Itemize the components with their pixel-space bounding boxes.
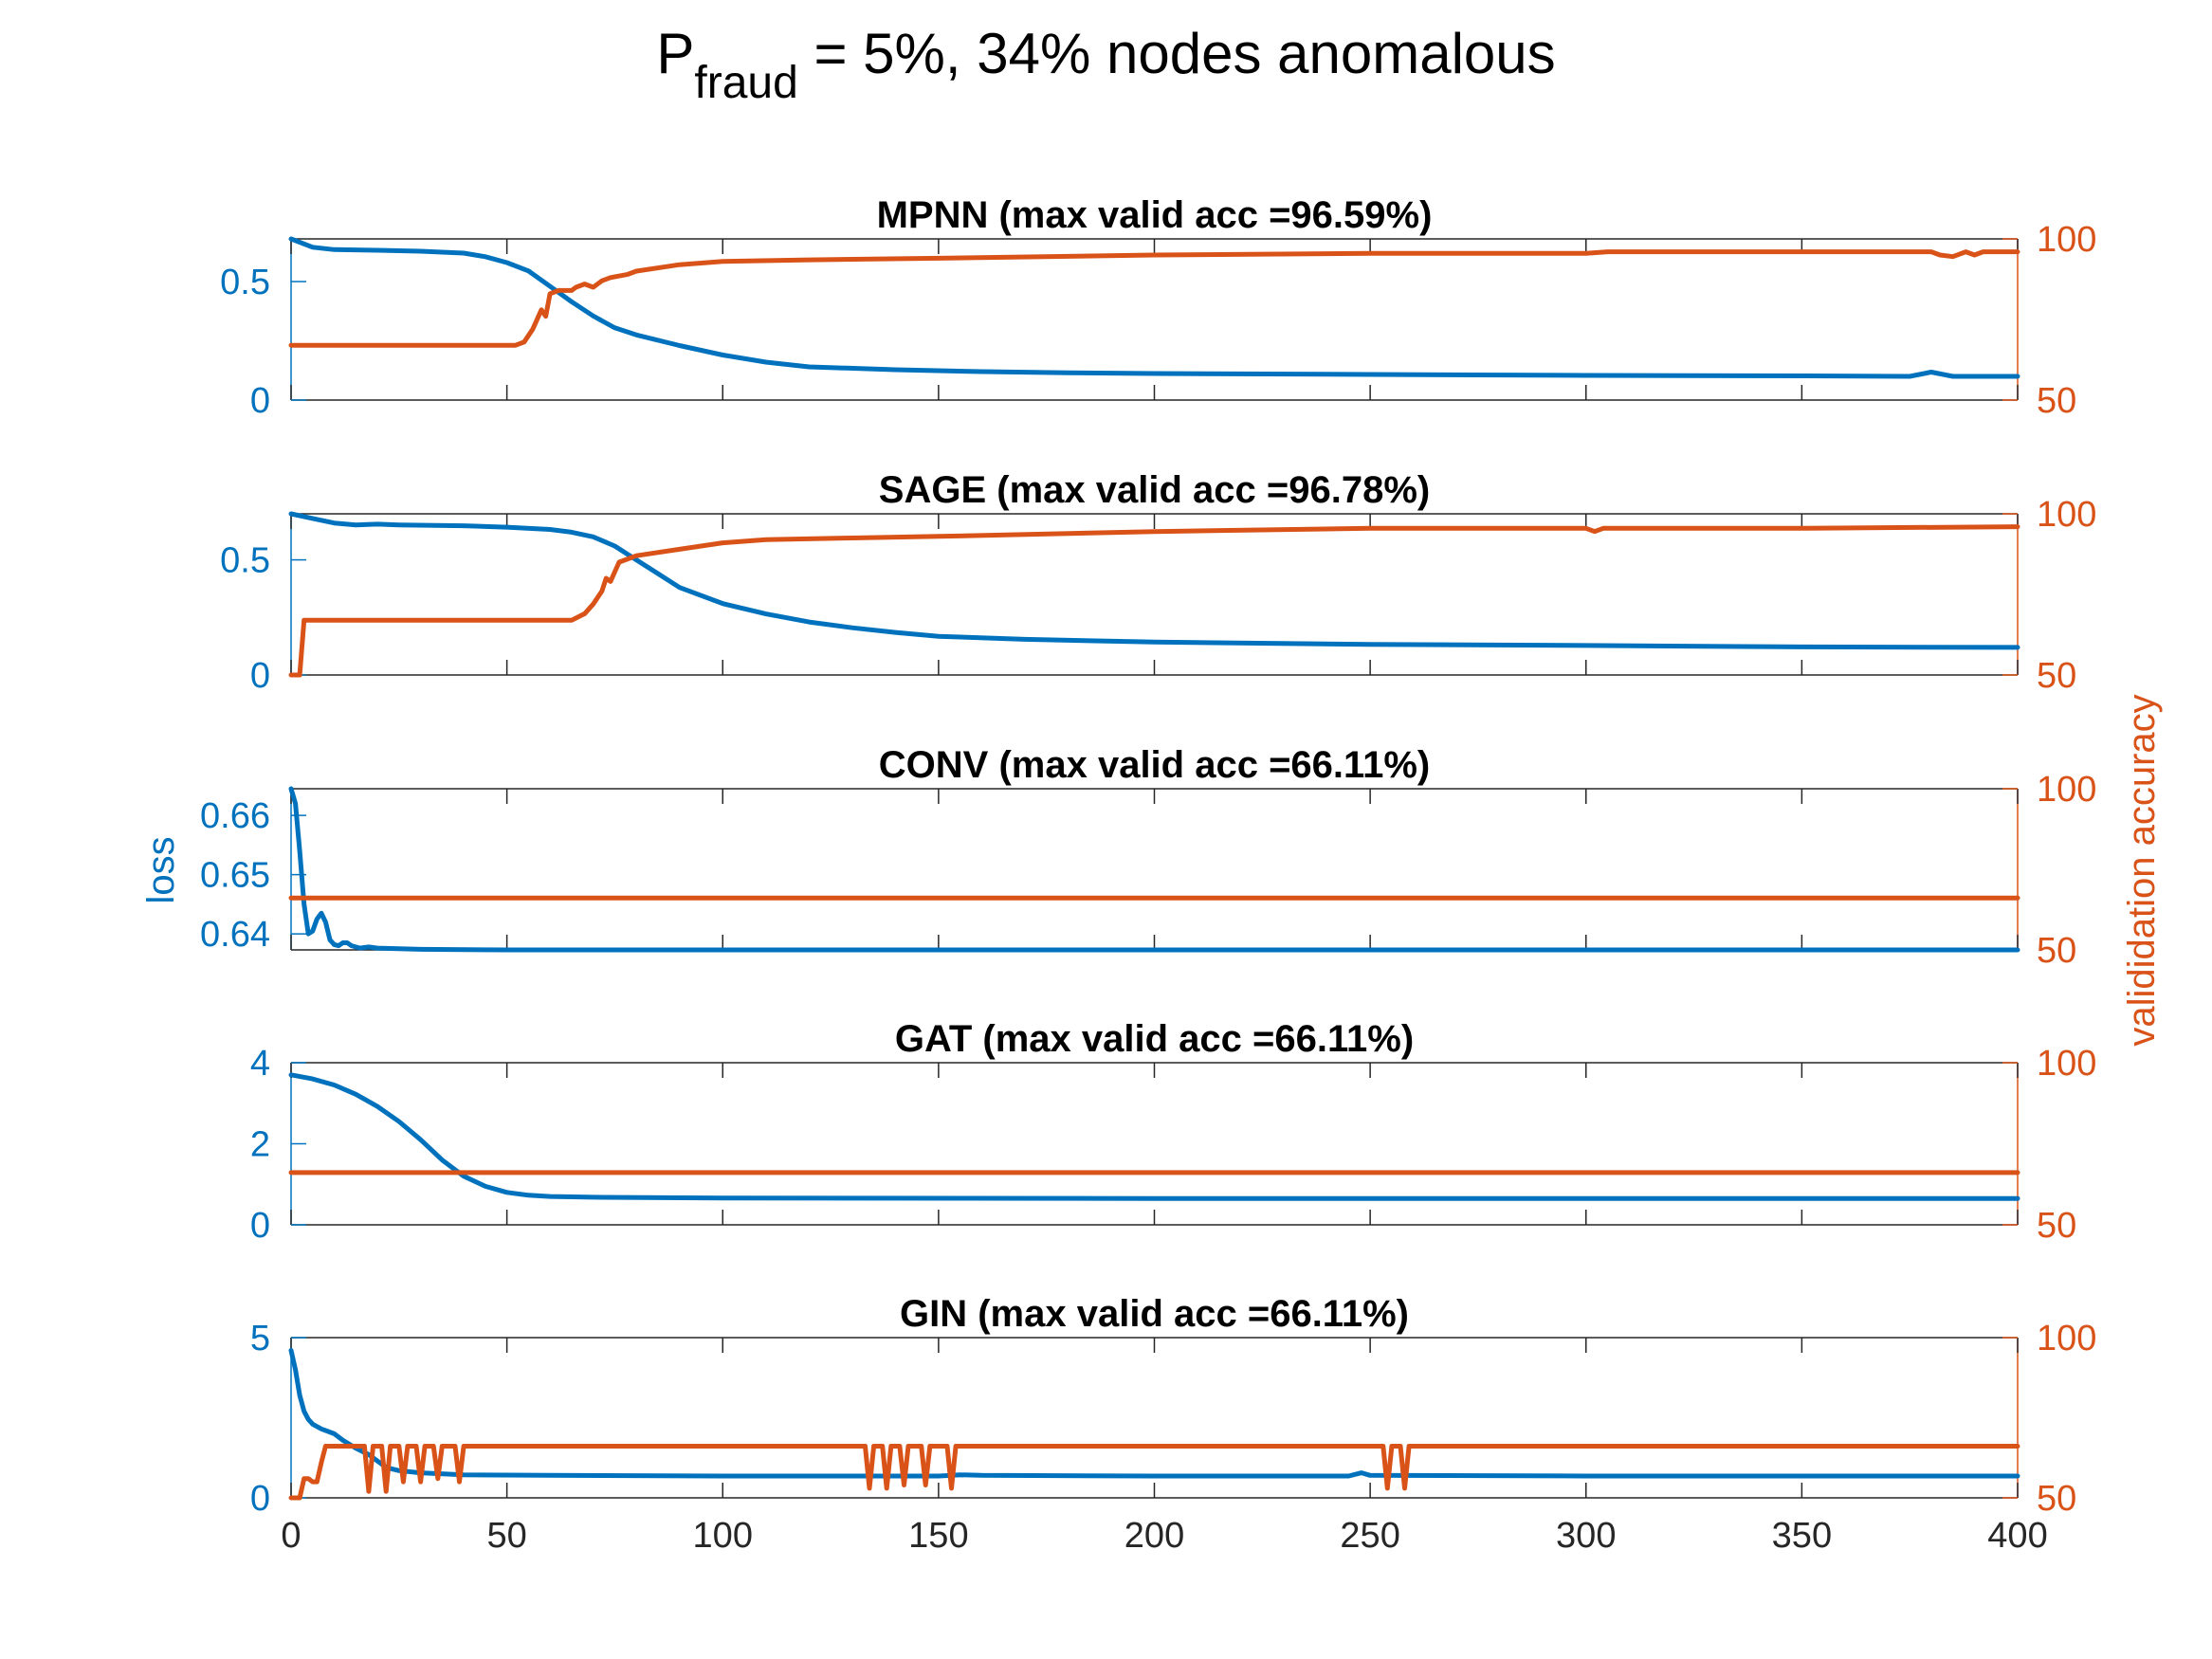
left-y-tick-label: 0 bbox=[250, 1479, 270, 1519]
right-y-tick-label: 100 bbox=[2037, 770, 2096, 810]
figure-title: Pfraud = 5%, 34% nodes anomalous bbox=[0, 21, 2212, 108]
right-y-tick-label: 50 bbox=[2037, 1479, 2076, 1519]
loss-line bbox=[288, 236, 2020, 379]
left-y-tick-label: 0.5 bbox=[220, 263, 270, 302]
loss-line bbox=[288, 1072, 2020, 1201]
left-y-tick-label: 0 bbox=[250, 656, 270, 696]
figure-title-prefix: P bbox=[656, 22, 695, 85]
x-tick-label: 0 bbox=[281, 1516, 301, 1556]
right-y-tick-label: 50 bbox=[2037, 381, 2076, 421]
x-tick-label: 50 bbox=[486, 1516, 526, 1556]
x-tick-label: 200 bbox=[1124, 1516, 1184, 1556]
panel-title: SAGE (max valid acc =96.78%) bbox=[879, 469, 1430, 511]
x-tick-label: 250 bbox=[1340, 1516, 1399, 1556]
panel-title: GIN (max valid acc =66.11%) bbox=[900, 1293, 1409, 1335]
left-y-tick-label: 0 bbox=[250, 1206, 270, 1246]
left-axis-label: loss bbox=[140, 836, 182, 903]
left-y-tick-label: 0 bbox=[250, 381, 270, 421]
x-tick-label: 100 bbox=[693, 1516, 753, 1556]
right-y-tick-label: 100 bbox=[2037, 1044, 2096, 1084]
left-y-tick-label: 0.5 bbox=[220, 541, 270, 581]
loss-line bbox=[288, 1348, 2020, 1479]
right-y-tick-label: 100 bbox=[2037, 1319, 2096, 1358]
panel-title: MPNN (max valid acc =96.59%) bbox=[877, 194, 1433, 236]
x-tick-label: 400 bbox=[1987, 1516, 2047, 1556]
left-y-tick-label: 4 bbox=[250, 1044, 270, 1084]
accuracy-line bbox=[288, 1444, 2020, 1501]
right-y-tick-label: 100 bbox=[2037, 220, 2096, 260]
right-axis-label: valididation accuracy bbox=[2121, 694, 2163, 1046]
figure-title-subscript: fraud bbox=[694, 58, 798, 108]
accuracy-line bbox=[288, 524, 2020, 678]
panel-title: GAT (max valid acc =66.11%) bbox=[895, 1018, 1414, 1060]
x-tick-label: 300 bbox=[1556, 1516, 1616, 1556]
left-y-tick-label: 0.64 bbox=[200, 915, 270, 955]
loss-line bbox=[288, 511, 2020, 650]
loss-line bbox=[288, 786, 2020, 953]
left-y-tick-label: 0.66 bbox=[200, 796, 270, 836]
right-y-tick-label: 50 bbox=[2037, 656, 2076, 696]
left-y-tick-label: 0.65 bbox=[200, 856, 270, 896]
x-tick-label: 150 bbox=[908, 1516, 968, 1556]
left-y-tick-label: 2 bbox=[250, 1125, 270, 1165]
figure-title-rest: = 5%, 34% nodes anomalous bbox=[797, 22, 1556, 85]
right-y-tick-label: 50 bbox=[2037, 931, 2076, 971]
left-y-tick-label: 5 bbox=[250, 1319, 270, 1358]
panel-title: CONV (max valid acc =66.11%) bbox=[879, 744, 1430, 786]
right-y-tick-label: 50 bbox=[2037, 1206, 2076, 1246]
right-y-tick-label: 100 bbox=[2037, 495, 2096, 535]
x-tick-label: 350 bbox=[1772, 1516, 1832, 1556]
accuracy-line bbox=[288, 249, 2020, 348]
